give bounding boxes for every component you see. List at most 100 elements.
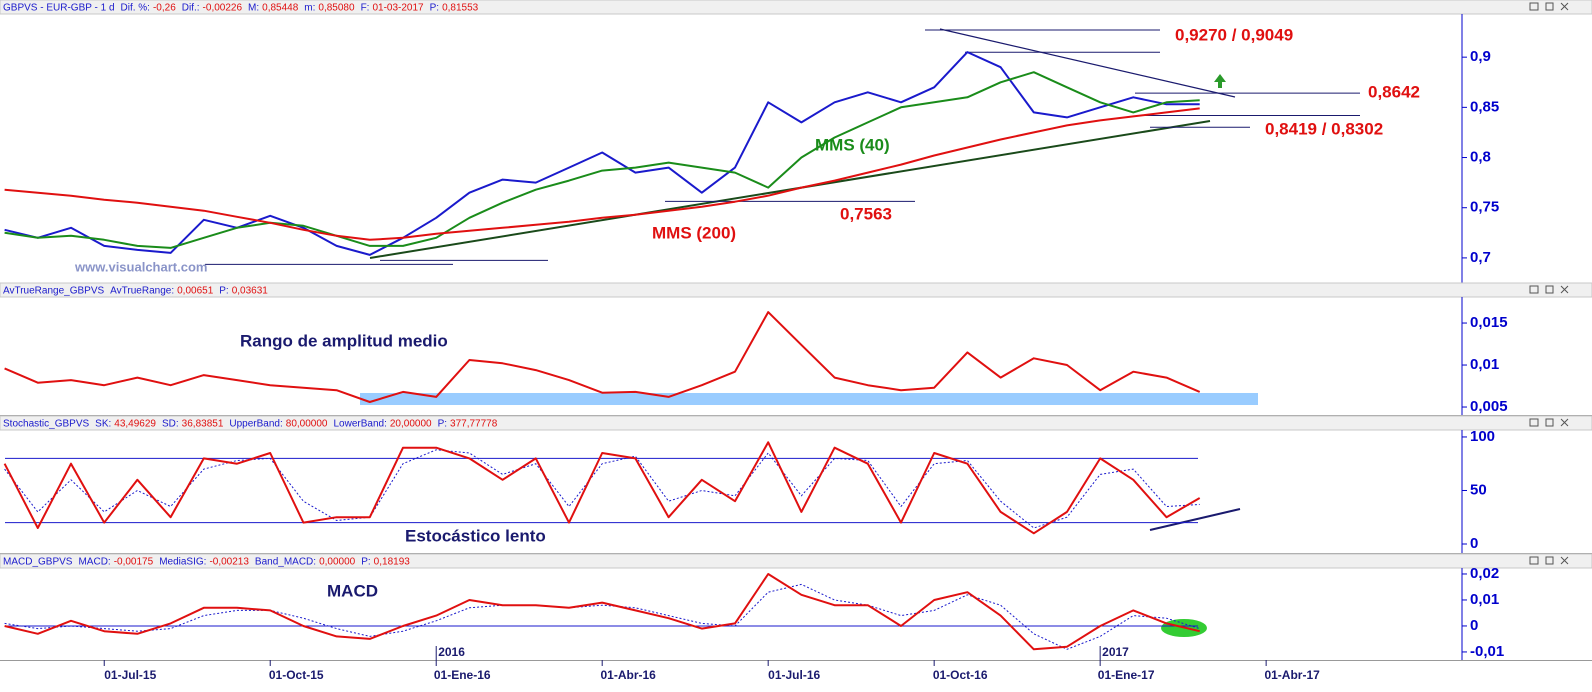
header-label: Dif.:: [182, 2, 200, 13]
panel-header: [0, 282, 1592, 298]
header-value: 0,00000: [319, 556, 356, 567]
panel-header: [0, 553, 1592, 569]
y-tick-label: 0: [1470, 535, 1478, 552]
header-value: 0,81553: [442, 2, 479, 13]
header-name: AvTrueRange_GBPVS: [3, 285, 104, 296]
header-value: 01-03-2017: [372, 2, 424, 13]
series-line: [4, 51, 1200, 256]
header-button: [1529, 556, 1539, 565]
annotation: 0,8419 / 0,8302: [1265, 119, 1383, 138]
series-line: [4, 449, 1200, 529]
band: [360, 392, 1258, 406]
header-value: 0,18193: [374, 556, 411, 567]
x-tick-label: 01-Abr-16: [601, 668, 657, 682]
header-name: Stochastic_GBPVS: [3, 418, 89, 429]
x-tick-label: 01-Jul-15: [104, 668, 156, 682]
resistance-trendline: [939, 28, 1236, 98]
header-value: 377,77778: [450, 418, 498, 429]
panel-header-text: GBPVS - EUR-GBP - 1 d Dif. %: -0,26 Dif.: -0…: [3, 2, 479, 13]
header-value: 0,85448: [262, 2, 299, 13]
up-arrow: [1214, 74, 1226, 88]
header-label: m:: [304, 2, 315, 13]
panel-header: [0, 415, 1592, 431]
series-line: [4, 311, 1201, 403]
header-label: LowerBand:: [333, 418, 386, 429]
panel-header: [0, 0, 1592, 15]
header-button: [1560, 556, 1569, 565]
header-value: -0,00213: [209, 556, 249, 567]
header-button: [1529, 285, 1539, 294]
y-tick-label: -0,01: [1470, 643, 1504, 660]
y-tick-label: 0,01: [1470, 591, 1499, 608]
frames: [0, 0, 1592, 661]
y-tick-label: 0,005: [1470, 398, 1508, 415]
header-value: -0,00175: [114, 556, 154, 567]
series-line: [4, 583, 1200, 650]
header-button: [1560, 285, 1569, 294]
y-tick-label: 0,02: [1470, 565, 1499, 582]
header-button: [1545, 2, 1554, 11]
header-label: AvTrueRange:: [110, 285, 174, 296]
series-line: [3, 441, 1201, 535]
x-tick-label: 01-Abr-17: [1264, 668, 1320, 682]
header-label: F:: [361, 2, 370, 13]
annotation: 0,9270 / 0,9049: [1175, 25, 1293, 44]
header-value: 80,00000: [286, 418, 328, 429]
year-tick-label: 2016: [438, 645, 465, 659]
x-tick-label: 01-Ene-16: [434, 668, 491, 682]
header-value: 36,83851: [182, 418, 224, 429]
panel-header-text: AvTrueRange_GBPVS AvTrueRange: 0,00651 P: 0,…: [3, 285, 268, 296]
header-button: [1529, 418, 1539, 427]
header-label: M:: [248, 2, 259, 13]
panel-header-text: Stochastic_GBPVS SK: 43,49629 SD: 36,83851 Up…: [3, 418, 498, 429]
header-label: P:: [361, 556, 370, 567]
header-label: P:: [430, 2, 439, 13]
annotation: MACD: [327, 581, 378, 600]
y-tick-label: 0,85: [1470, 98, 1499, 115]
header-value: 0,03631: [232, 285, 269, 296]
x-tick-label: 01-Jul-16: [768, 668, 820, 682]
header-value: 0,00651: [177, 285, 214, 296]
header-value: 0,85080: [318, 2, 355, 13]
header-value: 43,49629: [114, 418, 156, 429]
header-button: [1545, 418, 1554, 427]
header-button: [1560, 418, 1569, 427]
header-button: [1529, 2, 1539, 11]
header-label: SD:: [162, 418, 179, 429]
x-tick-label: 01-Oct-16: [933, 668, 988, 682]
stochastic-trendline: [1149, 508, 1241, 531]
y-tick-label: 50: [1470, 481, 1487, 498]
annotation: Rango de amplitud medio: [240, 331, 448, 350]
header-label: P:: [219, 285, 228, 296]
x-tick-label: 01-Ene-17: [1098, 668, 1155, 682]
series-line: [4, 71, 1200, 249]
annotation: 0,7563: [840, 204, 892, 223]
header-name: MACD_GBPVS: [3, 556, 73, 567]
header-value: 20,00000: [390, 418, 432, 429]
header-value: -0,00226: [203, 2, 243, 13]
y-tick-label: 0,7: [1470, 249, 1491, 266]
header-label: MediaSIG:: [159, 556, 206, 567]
header-label: UpperBand:: [229, 418, 282, 429]
header-label: Dif. %:: [121, 2, 150, 13]
y-tick-label: 0,75: [1470, 199, 1499, 216]
annotation: MMS (200): [652, 223, 736, 242]
annotation: 0,8642: [1368, 82, 1420, 101]
header-button: [1545, 556, 1554, 565]
header-button: [1560, 2, 1569, 11]
series-line: [4, 107, 1200, 241]
y-tick-label: 0,9: [1470, 48, 1491, 65]
y-tick-label: 0,01: [1470, 356, 1499, 373]
year-tick-label: 2017: [1102, 645, 1129, 659]
header-label: SK:: [95, 418, 111, 429]
panel-header-text: MACD_GBPVS MACD: -0,00175 MediaSIG: -0,00213…: [3, 556, 410, 567]
x-tick-label: 01-Oct-15: [269, 668, 324, 682]
annotation: MMS (40): [815, 135, 890, 154]
annotation: Estocástico lento: [405, 526, 546, 545]
header-label: Band_MACD:: [255, 556, 316, 567]
header-label: MACD:: [78, 556, 110, 567]
y-tick-label: 0,8: [1470, 149, 1491, 166]
y-tick-label: 0: [1470, 617, 1478, 634]
